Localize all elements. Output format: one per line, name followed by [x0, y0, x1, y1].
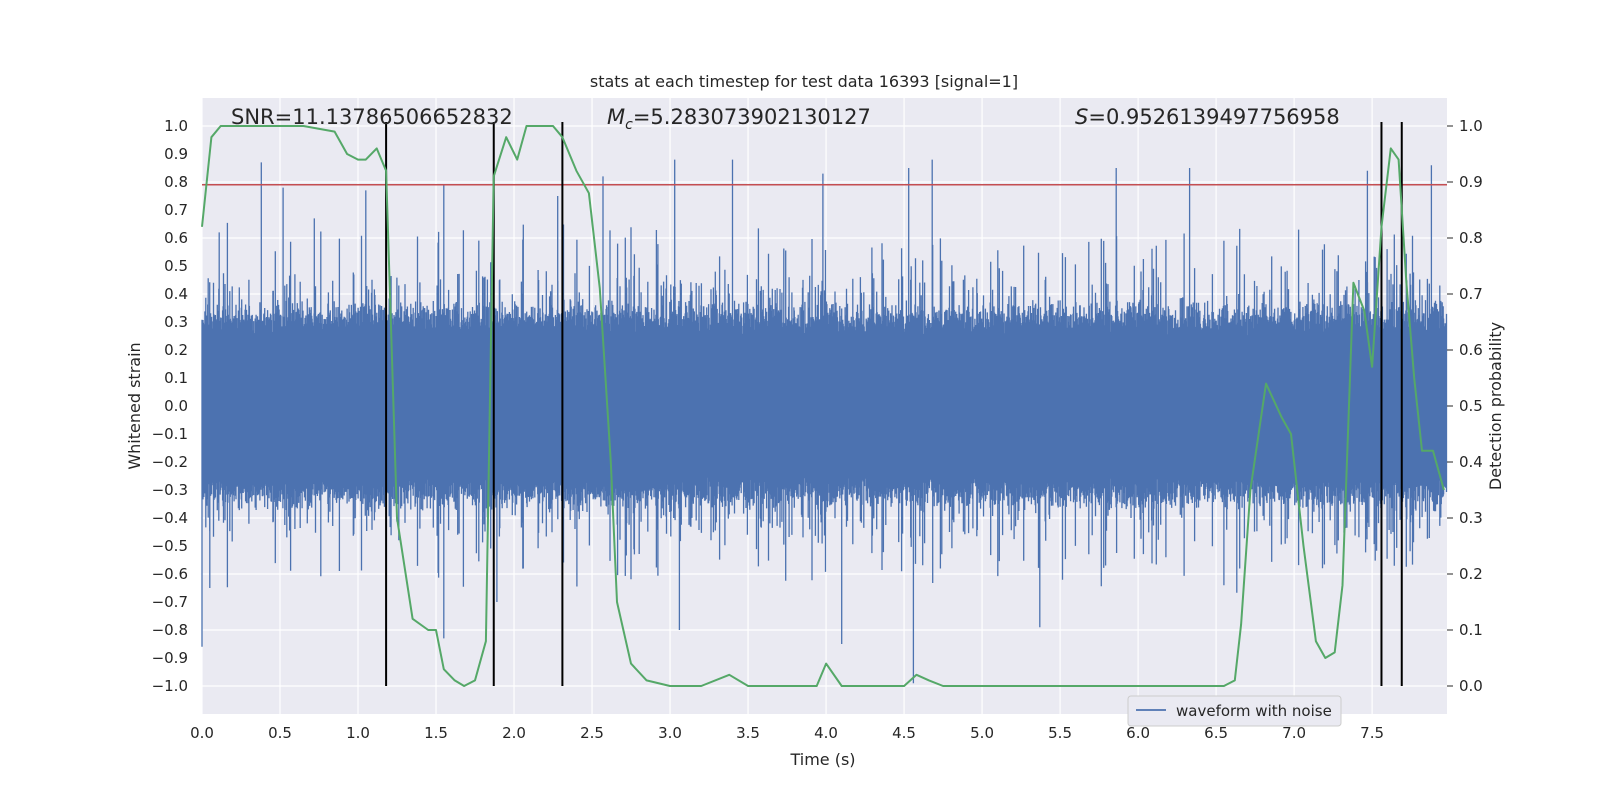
y-right-tick-label: 0.3	[1459, 509, 1483, 527]
y-right-tick-label: 0.7	[1459, 285, 1483, 303]
y-tick-label: 0.6	[164, 229, 188, 247]
y-tick-label: −0.8	[152, 621, 188, 639]
y-tick-label: 0.4	[164, 285, 188, 303]
x-tick-label: 6.5	[1204, 724, 1228, 742]
x-tick-label: 3.5	[736, 724, 760, 742]
y-right-tick-label: 0.2	[1459, 565, 1483, 583]
y-tick-label: −1.0	[152, 677, 188, 695]
x-tick-label: 7.0	[1282, 724, 1306, 742]
detection-probability-line	[201, 125, 1445, 687]
y-tick-label: 0.2	[164, 341, 188, 359]
y-tick-label: 0.5	[164, 257, 188, 275]
mc-subscript: c	[625, 117, 633, 133]
y-right-tick-label: 0.9	[1459, 173, 1483, 191]
y-tick-label: −0.1	[152, 425, 188, 443]
legend-label: waveform with noise	[1176, 702, 1332, 720]
y-right-tick-label: 0.5	[1459, 397, 1483, 415]
x-tick-label: 5.0	[970, 724, 994, 742]
chart-title: stats at each timestep for test data 163…	[590, 72, 1018, 91]
legend-box	[1127, 695, 1342, 727]
x-tick-label: 2.0	[502, 724, 526, 742]
x-tick-label: 7.5	[1360, 724, 1384, 742]
y-axis-right-label: Detection probability	[1486, 322, 1505, 490]
y-tick-label: −0.4	[152, 509, 188, 527]
y-right-tick-label: 0.6	[1459, 341, 1483, 359]
y-right-tick-label: 1.0	[1459, 117, 1483, 135]
x-tick-label: 0.0	[190, 724, 214, 742]
s-value: =0.9526139497756958	[1088, 105, 1339, 129]
y-right-tick-label: 0.0	[1459, 677, 1483, 695]
waveform-series	[201, 159, 1448, 684]
x-tick-label: 3.0	[658, 724, 682, 742]
x-tick-label: 0.5	[268, 724, 292, 742]
x-tick-label: 5.5	[1048, 724, 1072, 742]
y-axis-label: Whitened strain	[125, 342, 144, 469]
x-tick-label: 1.5	[424, 724, 448, 742]
x-tick-label: 4.5	[892, 724, 916, 742]
y-tick-label: 0.7	[164, 201, 188, 219]
x-tick-label: 4.0	[814, 724, 838, 742]
legend: waveform with noise	[1127, 695, 1342, 727]
overlay-layer	[201, 122, 1447, 687]
waveform-noise-line	[201, 159, 1448, 684]
y-tick-label: −0.6	[152, 565, 188, 583]
annotation-s: S=0.9526139497756958	[1075, 105, 1340, 129]
y-tick-label: 0.1	[164, 369, 188, 387]
annotation-snr: SNR=11.13786506652832	[231, 105, 513, 129]
y-tick-label: −0.3	[152, 481, 188, 499]
y-tick-label: 0.9	[164, 145, 188, 163]
y-tick-label: 0.3	[164, 313, 188, 331]
x-tick-label: 6.0	[1126, 724, 1150, 742]
y-tick-label: −0.2	[152, 453, 188, 471]
x-axis-label: Time (s)	[789, 750, 855, 769]
mc-value: =5.283073902130127	[633, 105, 871, 129]
y-right-tick-label: 0.1	[1459, 621, 1483, 639]
annotation-chirp-mass: Mc=5.283073902130127	[607, 105, 871, 133]
y-tick-label: −0.9	[152, 649, 188, 667]
y-tick-label: 1.0	[164, 117, 188, 135]
s-symbol: S	[1075, 105, 1088, 129]
x-tick-label: 1.0	[346, 724, 370, 742]
x-tick-label: 2.5	[580, 724, 604, 742]
y-right-tick-label: 0.8	[1459, 229, 1483, 247]
y-right-tick-label: 0.4	[1459, 453, 1483, 471]
tick-labels: 0.0 0.5 1.0 1.5 2.0 2.5 3.0 3.5 4.0 4.5 5.0 5.5 6.0 6…	[152, 117, 1483, 742]
y-tick-label: 0.8	[164, 173, 188, 191]
y-tick-label: 0.0	[164, 397, 188, 415]
y-tick-label: −0.7	[152, 593, 188, 611]
y-tick-label: −0.5	[152, 537, 188, 555]
mc-symbol: M	[607, 105, 625, 129]
